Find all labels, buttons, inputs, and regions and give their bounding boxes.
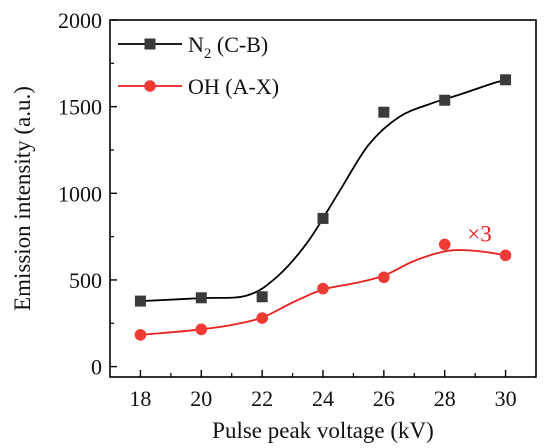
x-tick-label: 30: [495, 386, 517, 411]
data-point-square: [439, 94, 451, 106]
data-point-square: [317, 212, 329, 224]
legend-marker-circle: [144, 80, 156, 92]
y-tick-label: 0: [91, 355, 102, 380]
data-point-square: [256, 291, 268, 303]
x-tick-label: 18: [129, 386, 151, 411]
x-tick-label: 20: [190, 386, 212, 411]
legend-label: OH (A-X): [188, 74, 279, 99]
series-layer: [134, 74, 512, 341]
y-axis-title: Emission intensity (a.u.): [10, 86, 35, 311]
series-n2-cb: [134, 74, 512, 307]
x-axis: 18 20 22 24 26 28 30: [129, 370, 517, 411]
data-point-square: [134, 295, 146, 307]
y-tick-label: 1000: [58, 181, 102, 206]
x-axis-title: Pulse peak voltage (kV): [212, 418, 434, 443]
y-tick-label: 1500: [58, 95, 102, 120]
scale-annotation: ×3: [467, 222, 491, 247]
y-axis: 0 500 1000 1500 2000: [58, 8, 117, 380]
y-tick-label: 2000: [58, 8, 102, 33]
legend-label: N2 (C-B): [188, 32, 268, 62]
x-tick-label: 22: [251, 386, 273, 411]
data-point-circle: [195, 323, 208, 336]
data-point-circle: [378, 271, 390, 284]
data-point-circle: [438, 238, 451, 251]
data-point-square: [195, 292, 207, 304]
plot-frame: [109, 19, 537, 378]
fit-curve: [140, 78, 506, 302]
x-tick-label: 28: [434, 386, 456, 411]
legend: N2 (C-B) OH (A-X): [118, 32, 279, 99]
data-point-square: [378, 106, 390, 118]
x-tick-label: 24: [312, 386, 334, 411]
data-point-circle: [317, 282, 329, 295]
series-oh-ax: [134, 238, 512, 341]
data-point-circle: [134, 329, 147, 341]
legend-marker-square: [144, 38, 156, 50]
x-tick-label: 26: [373, 386, 395, 411]
y-tick-label: 500: [69, 268, 102, 293]
data-point-circle: [499, 249, 512, 262]
data-point-circle: [256, 312, 268, 324]
data-point-square: [500, 74, 512, 86]
